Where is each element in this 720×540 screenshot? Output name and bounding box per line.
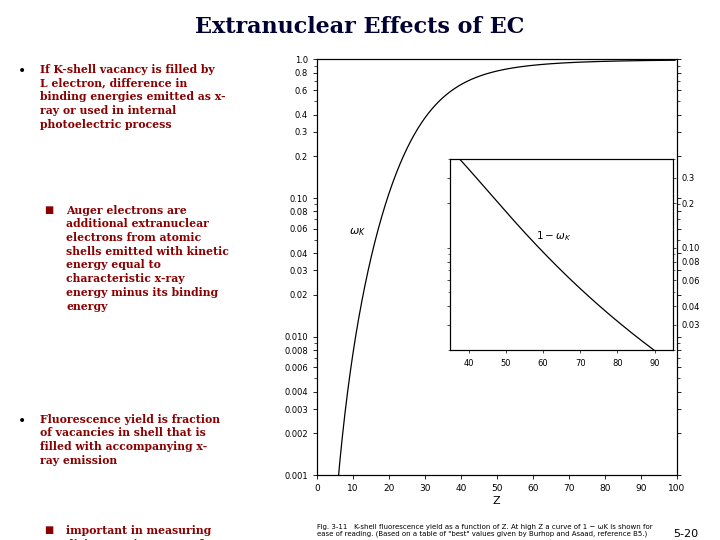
- Text: •: •: [18, 414, 26, 428]
- Text: If K-shell vacancy is filled by
L electron, difference in
binding energies emitt: If K-shell vacancy is filled by L electr…: [40, 64, 225, 130]
- Text: Fig. 3-11   K-shell fluorescence yield as a function of Z. At high Z a curve of : Fig. 3-11 K-shell fluorescence yield as …: [317, 524, 652, 537]
- Text: important in measuring
disintegration rates of EC
nuclides: important in measuring disintegration ra…: [66, 525, 224, 540]
- Text: Fluorescence yield is fraction
of vacancies in shell that is
filled with accompa: Fluorescence yield is fraction of vacanc…: [40, 414, 220, 465]
- Text: ■: ■: [44, 205, 53, 215]
- X-axis label: Z: Z: [493, 496, 500, 506]
- Text: 5-20: 5-20: [673, 529, 698, 539]
- Text: $1-\omega_K$: $1-\omega_K$: [536, 229, 571, 242]
- Text: ■: ■: [44, 525, 53, 536]
- Text: Extranuclear Effects of EC: Extranuclear Effects of EC: [195, 16, 525, 38]
- Text: •: •: [18, 64, 26, 78]
- Text: $\omega_K$: $\omega_K$: [349, 226, 366, 238]
- Text: Auger electrons are
additional extranuclear
electrons from atomic
shells emitted: Auger electrons are additional extranucl…: [66, 205, 229, 312]
